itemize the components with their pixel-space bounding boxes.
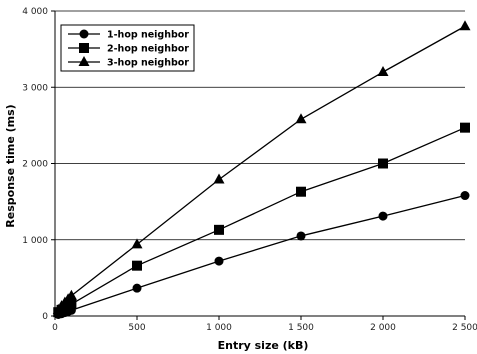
data-point-3-hop <box>459 20 471 31</box>
data-series <box>52 20 471 319</box>
x-tick-label: 0 <box>52 323 58 333</box>
y-tick-label: 3 000 <box>22 83 48 93</box>
x-tick-label: 2 000 <box>370 323 396 333</box>
series-2-hop <box>53 122 470 318</box>
legend-item-1-hop: 1-hop neighbor <box>68 29 189 41</box>
legend-item-3-hop: 3-hop neighbor <box>68 56 189 69</box>
data-point-3-hop <box>65 289 77 300</box>
y-axis-ticks: 0 1 000 2 000 3 000 4 000 <box>22 7 55 322</box>
x-axis-title: Entry size (kB) <box>218 339 309 352</box>
legend-marker <box>78 56 90 66</box>
y-tick-label: 4 000 <box>22 7 48 17</box>
data-point-1-hop <box>214 256 224 266</box>
legend-label: 2-hop neighbor <box>107 44 189 55</box>
data-point-1-hop <box>296 231 306 241</box>
x-axis-ticks: 0 500 1 000 1 500 2 000 2 500 <box>52 316 477 333</box>
data-point-2-hop <box>214 224 224 235</box>
y-axis-title: Response time (ms) <box>4 104 17 227</box>
data-point-3-hop <box>377 66 389 76</box>
y-tick-label: 2 000 <box>22 160 48 170</box>
data-point-1-hop <box>378 211 388 221</box>
data-point-1-hop <box>132 283 142 293</box>
y-tick-label: 0 <box>42 312 48 322</box>
legend-marker <box>79 29 89 39</box>
data-point-2-hop <box>378 158 388 169</box>
legend-label: 1-hop neighbor <box>107 30 189 41</box>
series-3-hop <box>52 20 471 314</box>
data-point-2-hop <box>66 299 77 310</box>
data-point-2-hop <box>460 122 470 133</box>
x-tick-label: 1 000 <box>206 323 232 333</box>
grid-lines <box>55 10 465 241</box>
legend-marker <box>79 43 89 53</box>
data-point-3-hop <box>213 173 225 184</box>
data-point-3-hop <box>295 113 307 124</box>
legend: 1-hop neighbor 2-hop neighbor 3-hop neighb… <box>60 24 195 72</box>
series-line-2-hop <box>57 127 466 313</box>
series-line-1-hop <box>58 194 466 316</box>
x-tick-label: 2 500 <box>452 323 477 333</box>
legend-label: 3-hop neighbor <box>107 58 189 69</box>
data-point-2-hop <box>132 260 142 271</box>
data-point-1-hop <box>460 191 470 201</box>
legend-item-2-hop: 2-hop neighbor <box>68 43 189 55</box>
x-tick-label: 500 <box>128 323 145 333</box>
y-tick-label: 1 000 <box>22 236 48 246</box>
data-point-2-hop <box>296 186 306 197</box>
x-tick-label: 1 500 <box>288 323 314 333</box>
data-point-3-hop <box>131 238 143 249</box>
